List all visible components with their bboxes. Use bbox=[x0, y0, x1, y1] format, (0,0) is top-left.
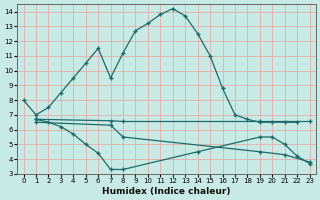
X-axis label: Humidex (Indice chaleur): Humidex (Indice chaleur) bbox=[102, 187, 231, 196]
